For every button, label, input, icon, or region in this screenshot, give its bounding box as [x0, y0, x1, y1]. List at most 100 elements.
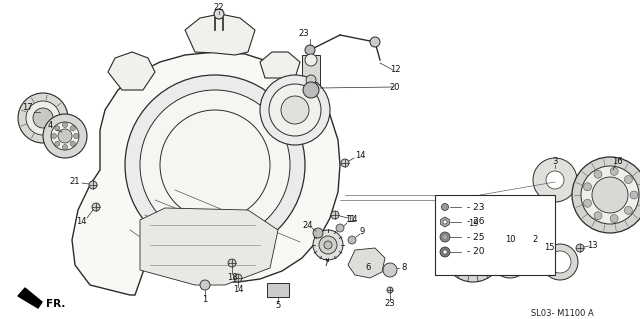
Circle shape — [63, 122, 67, 128]
Polygon shape — [140, 208, 278, 285]
Circle shape — [594, 170, 602, 178]
Text: FR.: FR. — [46, 299, 65, 309]
Circle shape — [214, 9, 224, 19]
Circle shape — [306, 75, 316, 85]
Circle shape — [125, 75, 305, 255]
Text: 14: 14 — [233, 286, 243, 294]
Text: 14: 14 — [355, 151, 365, 160]
Polygon shape — [72, 52, 340, 295]
Circle shape — [348, 236, 356, 244]
Circle shape — [594, 212, 602, 220]
Text: - 20: - 20 — [467, 248, 484, 256]
Circle shape — [58, 129, 72, 143]
Text: 14: 14 — [76, 218, 86, 226]
Text: 10: 10 — [505, 235, 515, 244]
Circle shape — [313, 230, 343, 260]
Circle shape — [336, 224, 344, 232]
Circle shape — [200, 280, 210, 290]
Circle shape — [625, 206, 632, 214]
Circle shape — [26, 101, 60, 135]
Circle shape — [549, 251, 571, 273]
Text: 14: 14 — [347, 216, 357, 225]
Text: 9: 9 — [360, 227, 365, 236]
Text: 18: 18 — [227, 272, 237, 281]
Polygon shape — [185, 14, 255, 55]
Text: 11: 11 — [345, 216, 355, 225]
Circle shape — [461, 240, 485, 264]
Text: 23: 23 — [385, 300, 396, 308]
Circle shape — [51, 133, 56, 138]
Text: 19: 19 — [468, 219, 478, 228]
Text: 17: 17 — [22, 102, 32, 112]
Circle shape — [572, 157, 640, 233]
Text: 1: 1 — [202, 295, 207, 305]
Circle shape — [584, 199, 591, 207]
Text: - 23: - 23 — [467, 203, 484, 211]
Circle shape — [581, 166, 639, 224]
Polygon shape — [348, 248, 385, 278]
Circle shape — [70, 126, 76, 131]
Circle shape — [497, 245, 523, 271]
Circle shape — [387, 287, 393, 293]
Circle shape — [592, 177, 628, 213]
Text: - 25: - 25 — [467, 233, 484, 241]
Text: 16: 16 — [612, 158, 622, 167]
Circle shape — [92, 203, 100, 211]
Text: 20: 20 — [390, 83, 400, 92]
Circle shape — [260, 75, 330, 145]
Circle shape — [533, 158, 577, 202]
Text: 13: 13 — [587, 241, 597, 249]
Text: - 26: - 26 — [467, 218, 484, 226]
Text: 24: 24 — [303, 220, 313, 229]
Circle shape — [442, 234, 447, 240]
Circle shape — [319, 236, 337, 254]
Circle shape — [140, 90, 290, 240]
Text: 8: 8 — [401, 263, 406, 272]
Circle shape — [331, 211, 339, 219]
Circle shape — [451, 230, 495, 274]
Circle shape — [546, 171, 564, 189]
Text: 2: 2 — [532, 235, 538, 244]
Circle shape — [576, 244, 584, 252]
Text: 21: 21 — [70, 177, 80, 187]
Text: 15: 15 — [544, 243, 554, 253]
Circle shape — [443, 250, 447, 254]
Circle shape — [70, 141, 76, 146]
Text: 22: 22 — [214, 4, 224, 12]
Polygon shape — [260, 52, 300, 78]
Circle shape — [440, 247, 450, 257]
Circle shape — [610, 215, 618, 223]
Circle shape — [542, 244, 578, 280]
Text: 4: 4 — [47, 122, 52, 130]
Circle shape — [43, 114, 87, 158]
Circle shape — [341, 159, 349, 167]
Circle shape — [18, 93, 68, 143]
Circle shape — [74, 133, 79, 138]
Text: 5: 5 — [275, 300, 280, 309]
Circle shape — [443, 222, 503, 282]
Circle shape — [55, 126, 60, 131]
Circle shape — [440, 232, 450, 242]
Circle shape — [625, 175, 632, 183]
Circle shape — [281, 96, 309, 124]
Circle shape — [228, 259, 236, 267]
Circle shape — [370, 37, 380, 47]
Circle shape — [443, 220, 447, 224]
Circle shape — [89, 181, 97, 189]
Text: 6: 6 — [365, 263, 371, 271]
Circle shape — [610, 167, 618, 175]
Circle shape — [303, 82, 319, 98]
Circle shape — [313, 228, 323, 238]
Circle shape — [51, 122, 79, 150]
Circle shape — [269, 84, 321, 136]
Polygon shape — [441, 217, 449, 227]
Bar — [302, 55, 320, 90]
Circle shape — [442, 204, 449, 211]
Text: SL03- M1100 A: SL03- M1100 A — [531, 308, 593, 317]
Text: 12: 12 — [390, 65, 400, 75]
Circle shape — [383, 263, 397, 277]
Polygon shape — [108, 52, 155, 90]
Bar — [435, 195, 555, 275]
Polygon shape — [18, 288, 42, 308]
Circle shape — [33, 108, 53, 128]
